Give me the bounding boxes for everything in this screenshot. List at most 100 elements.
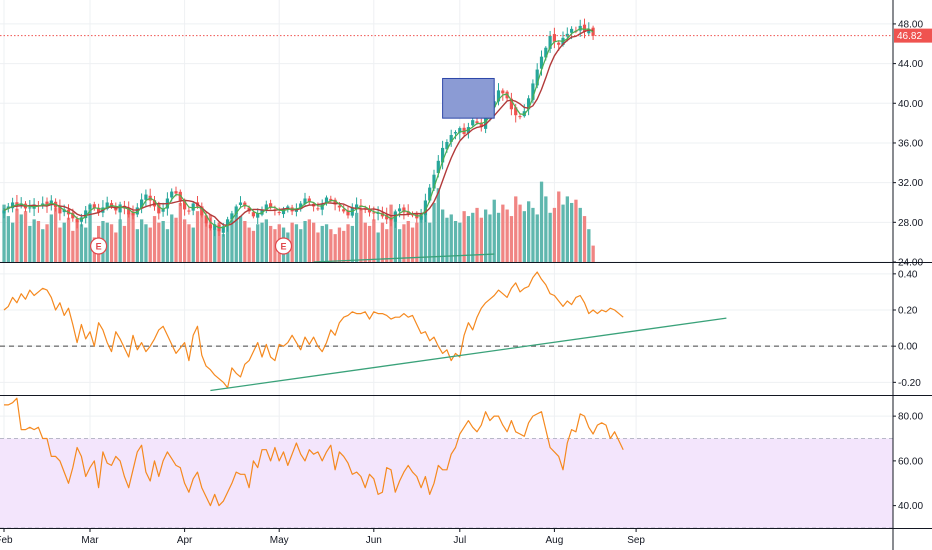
volume-bar (75, 221, 79, 262)
volume-bar (195, 211, 200, 262)
volume-bar (165, 229, 170, 262)
volume-bar (251, 230, 256, 262)
volume-bar (88, 209, 92, 262)
y-axis-tick-label: 44.00 (898, 59, 923, 70)
volume-bar (406, 221, 410, 262)
candle-body (238, 202, 243, 205)
candle-body (367, 209, 372, 213)
candle-body (191, 203, 195, 211)
volume-bar (140, 219, 144, 262)
candle-body (299, 203, 303, 210)
rsi-line (4, 397, 624, 507)
candle-body (45, 201, 49, 206)
volume-bar (514, 196, 518, 262)
y-axis-tick-label: 40.00 (898, 99, 923, 110)
price-axis[interactable]: 24.00 28.00 32.00 36.00 40.00 44.00 48.00 -0.20… (893, 19, 932, 512)
volume-bar (11, 222, 15, 262)
y-axis-tick-label: 0.40 (898, 269, 918, 280)
volume-bar (41, 229, 45, 262)
candle-body (277, 212, 281, 214)
candle-body (544, 47, 548, 58)
candle-body (337, 205, 341, 208)
candle-body (269, 203, 273, 208)
volume-bar (587, 229, 591, 262)
volume-bar (552, 207, 557, 262)
volume-bar (299, 229, 303, 262)
volume-bar (393, 212, 397, 262)
volume-bar (380, 222, 385, 262)
candle-body (174, 191, 178, 194)
y-axis-tick-label: 80.00 (898, 412, 923, 423)
volume-bar (539, 181, 544, 262)
candle-body (527, 98, 531, 110)
rsi-band (0, 438, 893, 529)
candle-body (552, 34, 556, 42)
volume-bar (535, 214, 539, 262)
candle-body (75, 218, 79, 223)
volume-bar (320, 225, 324, 262)
earnings-marker (89, 237, 108, 255)
volume-bar (324, 224, 329, 262)
candle-body (453, 132, 458, 134)
volume-bar (458, 222, 462, 262)
candle-body (570, 28, 574, 33)
earnings-marker-label: E (280, 241, 286, 251)
y-axis-tick-label: 32.00 (898, 178, 923, 189)
volume-bar (2, 204, 6, 262)
candle-body (445, 141, 449, 150)
oscillator-pane (0, 271, 893, 392)
volume-bar (346, 224, 350, 262)
candle-body (333, 199, 337, 205)
y-axis-tick-label: 28.00 (898, 218, 923, 229)
candle-body (535, 69, 539, 86)
candle-body (109, 203, 114, 207)
volume-bar (544, 196, 548, 262)
candle-body (92, 204, 96, 209)
volume-bar (329, 229, 333, 262)
volume-bar (28, 225, 32, 262)
volume-bar (131, 211, 135, 262)
volume-bar (548, 212, 552, 262)
candle-body (170, 191, 174, 198)
candle-body (226, 219, 230, 226)
x-axis-tick-label: Apr (177, 535, 193, 546)
volume-bar (466, 216, 471, 262)
candle-body (557, 42, 561, 45)
volume-bar (264, 219, 268, 262)
x-axis-tick-label: Jun (366, 535, 382, 546)
volume-bar (170, 214, 174, 262)
candle-body (471, 120, 475, 126)
candle-body (71, 212, 75, 219)
volume-bar (574, 199, 578, 262)
volume-bar (122, 225, 127, 262)
volume-bar (471, 212, 475, 262)
candle-body (449, 135, 453, 142)
candle-body (342, 209, 346, 212)
candle-body (84, 210, 88, 219)
candle-body (49, 200, 53, 205)
candle-body (88, 204, 92, 210)
candle-body (161, 208, 165, 212)
volume-bar (496, 212, 501, 262)
candle-body (221, 226, 225, 233)
time-axis[interactable]: Feb Mar Apr May Jun Jul Aug Sep (0, 528, 645, 546)
candle-body (346, 210, 350, 216)
candle-body (62, 209, 66, 213)
volume-bar (54, 207, 58, 262)
candle-body (475, 121, 479, 124)
volume-bar (398, 229, 402, 262)
volume-bar (582, 216, 587, 262)
volume-bar (208, 214, 213, 262)
candle-body (15, 202, 19, 206)
earnings-marker (274, 237, 293, 255)
candle-body (157, 204, 161, 214)
volume-bar (591, 245, 595, 262)
volume-bar (79, 224, 84, 262)
volume-bar (161, 221, 165, 262)
volume-bar (49, 214, 53, 262)
candle-body (423, 200, 427, 216)
y-axis-tick-label: 40.00 (898, 501, 923, 512)
volume-bar (260, 222, 264, 262)
volume-bar (84, 227, 88, 262)
